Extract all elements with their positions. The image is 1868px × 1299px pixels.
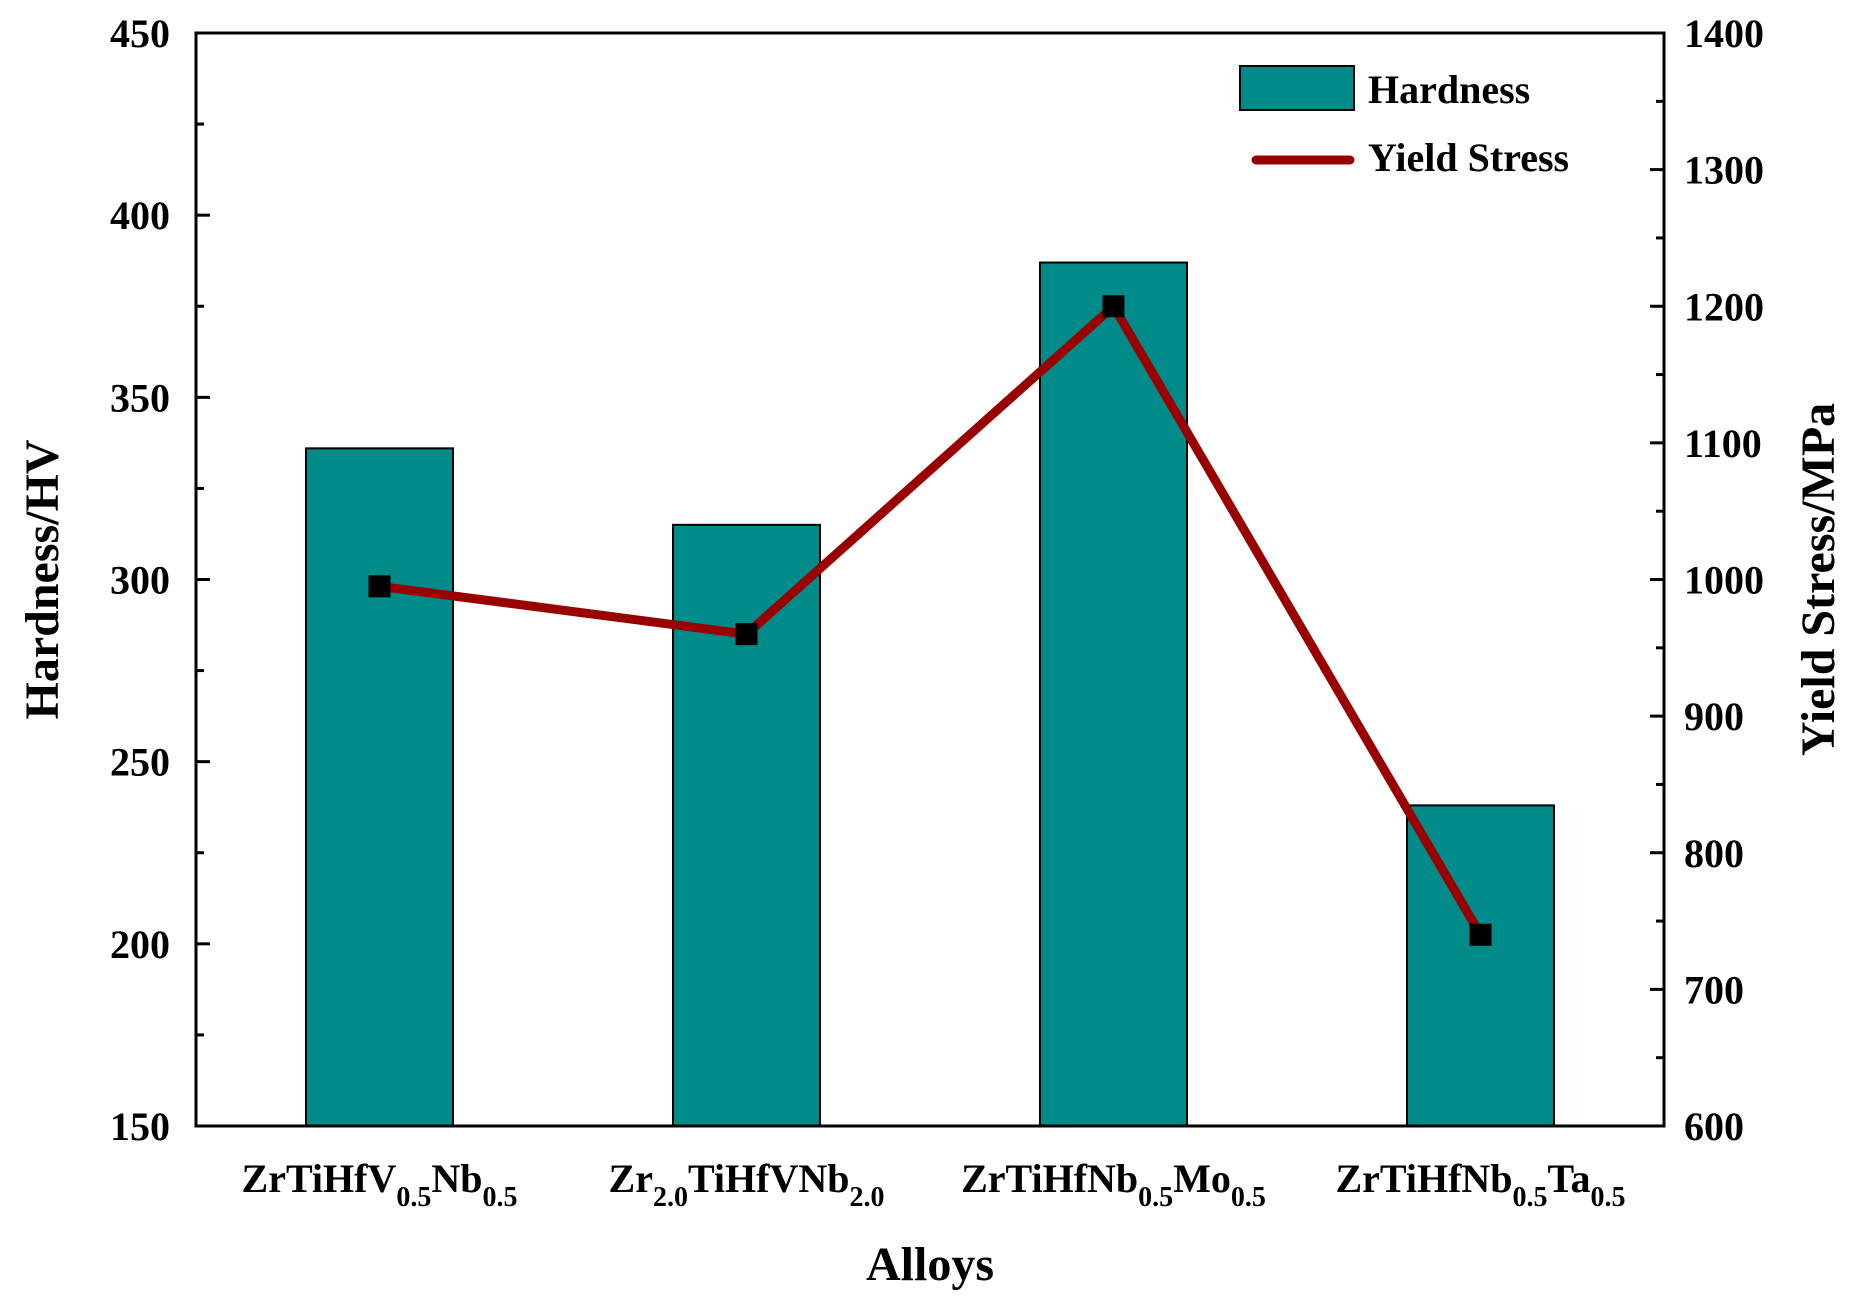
y2-tick-label-4: 1000 [1684,558,1764,603]
legend-hardness-swatch [1239,65,1355,111]
x-category-subscript: 2.0 [849,1182,884,1213]
y-tick-label-5: 400 [110,193,170,238]
y-tick-label-2: 250 [110,740,170,785]
y2-tick-label-0: 600 [1684,1104,1744,1149]
x-category-label-3: ZrTiHfNb0.5Ta0.5 [1335,1156,1625,1213]
y2-tick-label-8: 1400 [1684,11,1764,56]
y-tick-label-6: 450 [110,11,170,56]
x-category-label-1: Zr2.0TiHfVNb2.0 [609,1156,885,1213]
y2-tick-label-2: 800 [1684,831,1744,876]
x-category-text: Ta [1548,1156,1591,1201]
y-tick-label-0: 150 [110,1104,170,1149]
bars-layer [305,261,1555,1127]
line-layer [368,295,1492,946]
yield-stress-point-1 [735,623,758,646]
x-category-subscript: 0.5 [1591,1182,1626,1213]
x-category-text: Zr [609,1156,653,1201]
y2-tick-label-1: 700 [1684,967,1744,1012]
y-tick-label-4: 350 [110,375,170,420]
x-category-subscript: 0.5 [482,1182,517,1213]
yield-stress-point-2 [1102,295,1125,318]
x-category-subscript: 0.5 [1513,1182,1548,1213]
x-category-subscript: 0.5 [396,1182,431,1213]
x-category-text: ZrTiHfNb [961,1156,1138,1201]
y-axis-title: Hardness/HV [16,439,69,719]
x-category-label-0: ZrTiHfV0.5Nb0.5 [242,1156,518,1213]
y-tick-label-1: 200 [110,922,170,967]
legend-hardness-label: Hardness [1368,67,1530,112]
x-category-text: Mo [1173,1156,1231,1201]
y2-tick-label-5: 1100 [1684,421,1762,466]
x-axis-title: Alloys [866,1238,994,1291]
x-category-label-2: ZrTiHfNb0.5Mo0.5 [961,1156,1266,1213]
x-category-text: ZrTiHfNb [1335,1156,1512,1201]
x-category-text: TiHfVNb [688,1156,850,1201]
x-category-subscript: 0.5 [1138,1182,1173,1213]
legend-yield-stress-label: Yield Stress [1368,135,1569,180]
y2-tick-label-6: 1200 [1684,284,1764,329]
bar-hardness-1 [672,523,821,1127]
y2-axis-title: Yield Stress/MPa [1792,403,1845,756]
y2-tick-label-7: 1300 [1684,148,1764,193]
bar-hardness-0 [305,447,454,1127]
yield-stress-line [378,301,1485,937]
labels-layer: 150 200 250 300 350 400 450 600 700 800 900 1000 110… [110,11,1764,1213]
bar-hardness-2 [1039,261,1188,1127]
x-category-text: ZrTiHfV [242,1156,397,1201]
yield-stress-point-3 [1469,923,1492,946]
y-tick-label-3: 300 [110,558,170,603]
x-category-text: Nb [431,1156,482,1201]
legend: Hardness Yield Stress [1239,65,1569,180]
x-category-subscript: 2.0 [653,1182,688,1213]
y2-tick-label-3: 900 [1684,694,1744,739]
x-category-subscript: 0.5 [1231,1182,1266,1213]
ticks-layer [196,31,1664,1128]
yield-stress-point-0 [368,575,391,598]
